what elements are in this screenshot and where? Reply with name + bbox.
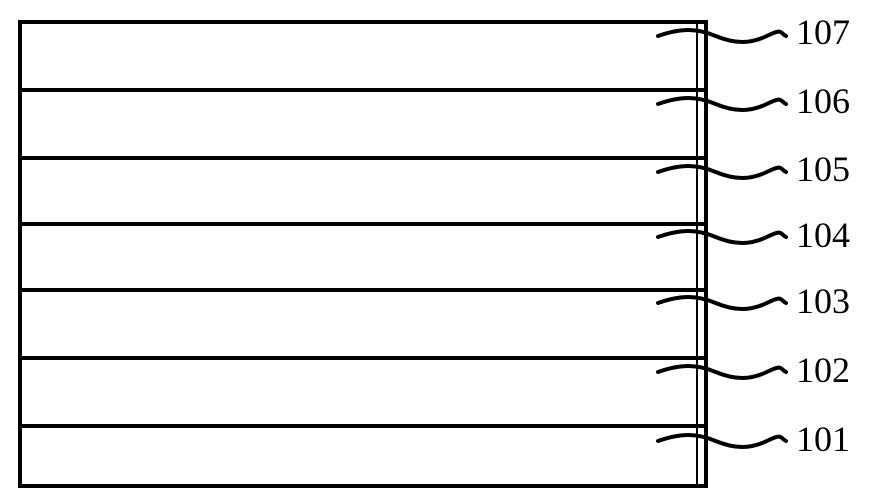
diagram-canvas: 107 106 105 104 103 102 101 xyxy=(0,0,872,504)
layer-divider xyxy=(22,156,704,160)
layer-stack xyxy=(18,20,708,488)
layer-label-101: 101 xyxy=(796,418,850,460)
layer-label-107: 107 xyxy=(796,11,850,53)
layer-label-104: 104 xyxy=(796,214,850,256)
callout-lead-105 xyxy=(658,160,786,184)
layer-label-103: 103 xyxy=(796,280,850,322)
layer-label-105: 105 xyxy=(796,148,850,190)
layer-divider xyxy=(22,288,704,292)
callout-lead-107 xyxy=(658,24,786,48)
layer-label-102: 102 xyxy=(796,349,850,391)
callout-lead-106 xyxy=(658,92,786,116)
layer-divider xyxy=(22,88,704,92)
callout-lead-104 xyxy=(658,225,786,249)
layer-label-106: 106 xyxy=(796,80,850,122)
layer-divider xyxy=(22,424,704,428)
callout-lead-101 xyxy=(658,429,786,453)
callout-lead-102 xyxy=(658,360,786,384)
callout-lead-103 xyxy=(658,291,786,315)
layer-divider xyxy=(22,222,704,226)
layer-divider xyxy=(22,356,704,360)
